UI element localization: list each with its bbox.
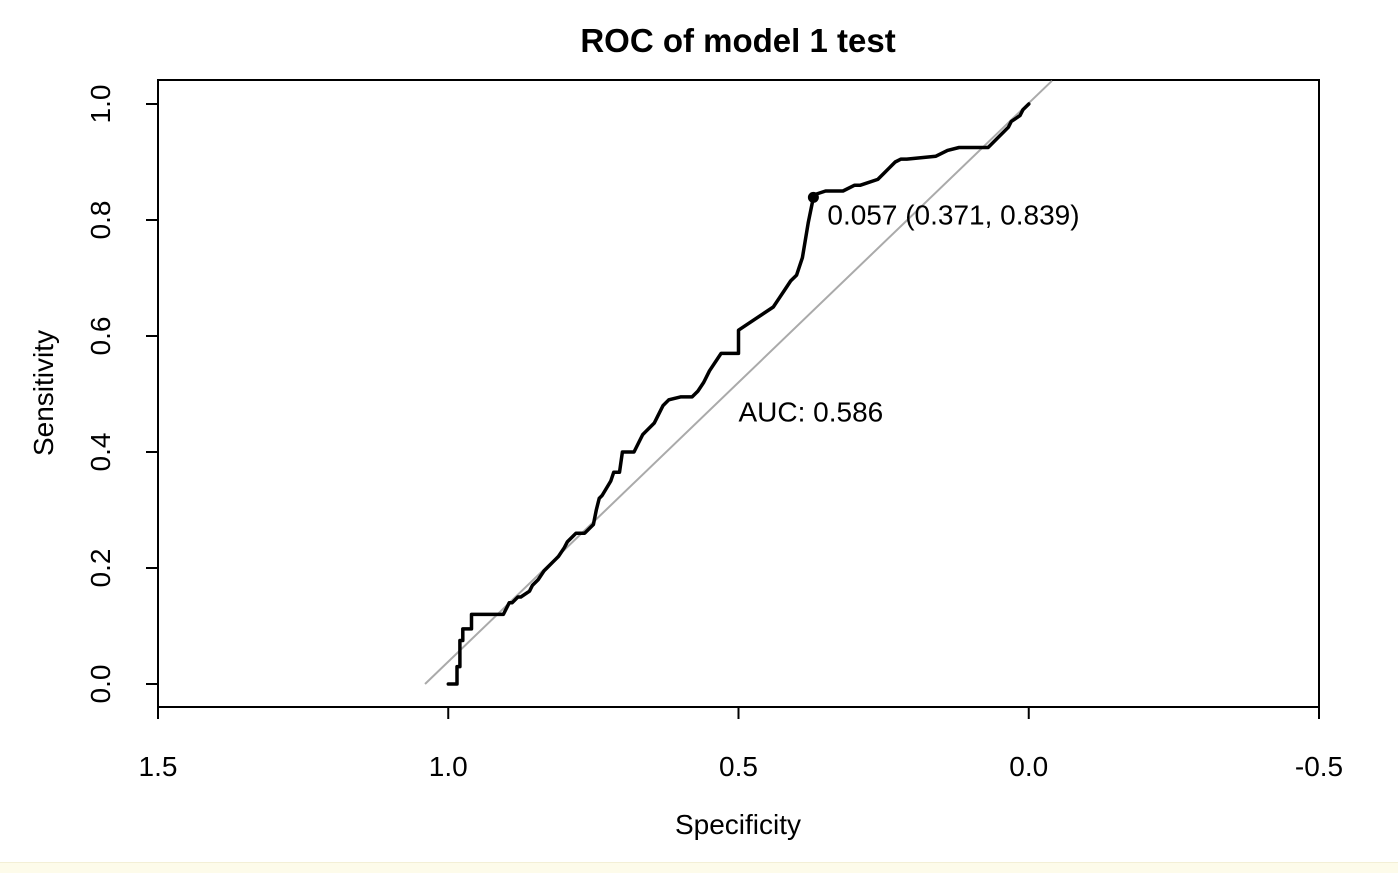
y-tick-label: 0.0 [85,665,116,704]
chart-title: ROC of model 1 test [580,22,895,59]
y-tick-label: 0.8 [85,201,116,240]
plot-frame [157,79,1320,708]
y-tick-label: 0.6 [85,317,116,356]
reference-diagonal-line [424,80,1053,685]
y-tick-label: 0.4 [85,433,116,472]
threshold-point [807,191,819,203]
threshold-label: 0.057 (0.371, 0.839) [827,199,1079,230]
x-axis-label: Specificity [675,809,801,840]
x-tick-label: 0.0 [1009,751,1048,782]
y-tick-label: 1.0 [85,85,116,124]
x-tick-label: 1.5 [139,751,178,782]
output-footer-bar [0,862,1398,873]
y-tick-label: 0.2 [85,549,116,588]
x-tick-label: 0.5 [719,751,758,782]
x-axis: 1.5 1.0 0.5 0.0 -0.5 [139,707,1343,782]
auc-annotation: AUC: 0.586 [739,396,884,427]
roc-curve-line [446,102,1031,686]
y-axis: 0.0 0.2 0.4 0.6 0.8 1.0 [85,85,158,704]
y-axis-label: Sensitivity [28,330,59,456]
x-tick-label: 1.0 [429,751,468,782]
plot-area: 0.057 (0.371, 0.839) AUC: 0.586 [424,80,1080,686]
x-tick-label: -0.5 [1295,751,1343,782]
